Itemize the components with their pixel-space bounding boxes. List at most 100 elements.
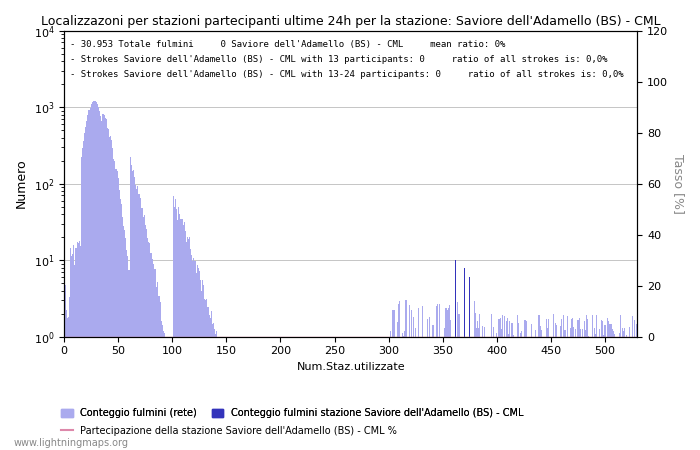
- Bar: [256, 337, 257, 450]
- Bar: [583, 337, 584, 450]
- Bar: [594, 328, 595, 450]
- Bar: [151, 253, 153, 450]
- Bar: [242, 337, 243, 450]
- Bar: [526, 337, 528, 450]
- Bar: [72, 254, 74, 450]
- Bar: [413, 317, 414, 450]
- Bar: [376, 337, 377, 450]
- Bar: [294, 337, 295, 450]
- Bar: [157, 282, 158, 450]
- Bar: [609, 324, 610, 450]
- Bar: [124, 230, 125, 450]
- Bar: [201, 291, 202, 450]
- Bar: [552, 314, 554, 450]
- Bar: [78, 241, 80, 450]
- Bar: [239, 337, 240, 450]
- Bar: [389, 337, 391, 450]
- Bar: [159, 297, 160, 450]
- Bar: [484, 327, 486, 450]
- Bar: [590, 337, 592, 450]
- Bar: [364, 337, 365, 450]
- Bar: [227, 337, 228, 450]
- Bar: [542, 337, 543, 450]
- Bar: [96, 102, 97, 450]
- Text: - 30.953 Totale fulmini     0 Saviore dell'Adamello (BS) - CML     mean ratio: 0: - 30.953 Totale fulmini 0 Saviore dell'A…: [70, 40, 505, 49]
- Bar: [419, 337, 421, 450]
- Bar: [76, 242, 78, 450]
- Bar: [226, 337, 227, 450]
- Bar: [69, 297, 70, 450]
- Bar: [463, 337, 464, 450]
- Bar: [295, 337, 296, 450]
- Bar: [191, 255, 193, 450]
- Bar: [382, 337, 383, 450]
- Bar: [251, 337, 252, 450]
- Bar: [225, 337, 226, 450]
- Bar: [367, 337, 368, 450]
- Bar: [178, 207, 179, 450]
- Bar: [359, 337, 360, 450]
- Bar: [172, 337, 173, 450]
- Bar: [90, 104, 92, 450]
- Bar: [356, 337, 357, 450]
- Bar: [570, 328, 571, 450]
- Bar: [113, 158, 114, 450]
- Bar: [510, 337, 512, 450]
- Bar: [150, 253, 151, 450]
- Bar: [507, 318, 508, 450]
- Bar: [450, 320, 451, 450]
- Bar: [488, 337, 489, 450]
- Bar: [240, 337, 241, 450]
- Bar: [228, 337, 229, 450]
- Bar: [126, 250, 127, 450]
- Title: Localizzazoni per stazioni partecipanti ultime 24h per la stazione: Saviore dell: Localizzazoni per stazioni partecipanti …: [41, 15, 661, 28]
- Bar: [387, 337, 388, 450]
- Bar: [94, 101, 95, 450]
- Bar: [119, 190, 120, 450]
- Bar: [347, 337, 348, 450]
- Bar: [109, 137, 110, 450]
- Bar: [494, 337, 495, 450]
- Bar: [215, 334, 216, 450]
- Bar: [547, 328, 548, 450]
- Bar: [482, 326, 483, 450]
- Bar: [106, 119, 107, 450]
- Bar: [514, 337, 516, 450]
- Bar: [199, 271, 200, 450]
- Bar: [137, 186, 138, 450]
- Bar: [202, 279, 203, 450]
- Bar: [397, 322, 398, 450]
- Bar: [562, 337, 564, 450]
- Bar: [188, 239, 189, 450]
- Bar: [197, 268, 199, 450]
- Bar: [254, 337, 255, 450]
- Bar: [189, 238, 190, 450]
- Bar: [326, 337, 328, 450]
- Bar: [532, 337, 533, 450]
- Bar: [575, 329, 576, 450]
- Bar: [614, 333, 615, 450]
- Bar: [245, 337, 246, 450]
- Bar: [108, 129, 109, 450]
- Bar: [207, 307, 209, 450]
- Bar: [491, 314, 492, 450]
- Bar: [74, 265, 76, 450]
- Bar: [388, 337, 389, 450]
- Bar: [483, 337, 484, 450]
- Bar: [492, 337, 493, 450]
- Bar: [274, 337, 276, 450]
- Bar: [309, 337, 310, 450]
- Bar: [250, 337, 251, 450]
- Bar: [598, 337, 599, 450]
- Bar: [136, 189, 137, 450]
- Bar: [558, 337, 559, 450]
- Bar: [116, 169, 117, 450]
- Bar: [471, 337, 472, 450]
- Bar: [158, 296, 159, 450]
- Bar: [81, 158, 82, 450]
- Bar: [238, 337, 239, 450]
- Bar: [361, 337, 362, 450]
- Bar: [384, 337, 385, 450]
- Bar: [267, 337, 268, 450]
- Bar: [636, 324, 637, 450]
